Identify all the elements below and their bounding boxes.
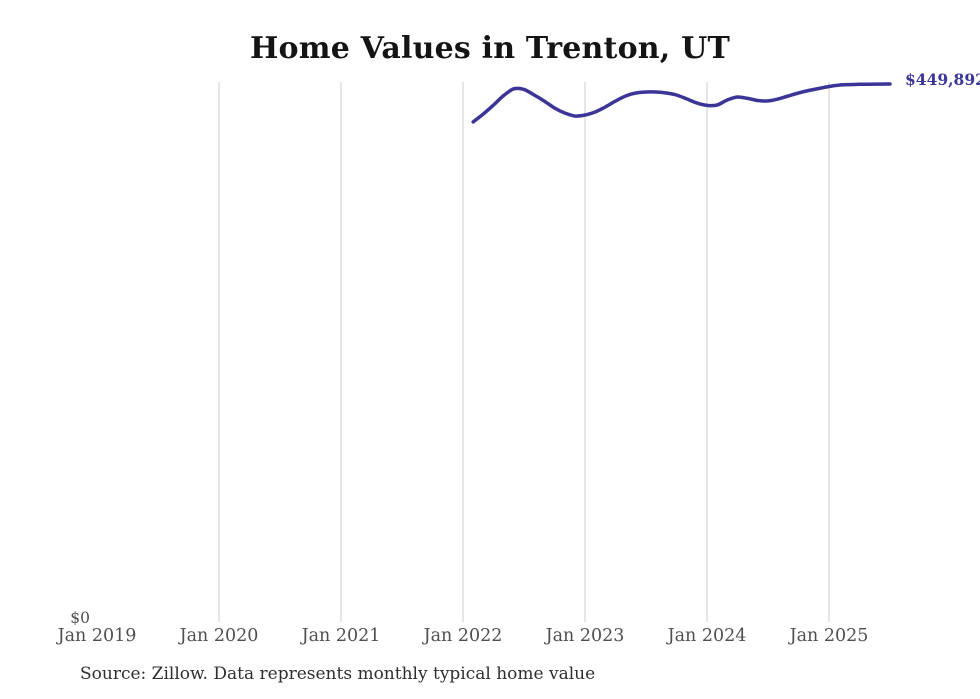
x-axis-label-2020: Jan 2020 (179, 626, 259, 646)
chart-title: Home Values in Trenton, UT (250, 31, 730, 66)
x-axis-label-2025: Jan 2025 (789, 626, 869, 646)
x-axis-label-2024: Jan 2024 (667, 626, 747, 646)
latest-value-label: $449,892 (905, 70, 980, 89)
x-axis-label-2021: Jan 2021 (301, 626, 381, 646)
y-axis-zero-label: $0 (70, 609, 90, 627)
source-note: Source: Zillow. Data represents monthly … (80, 664, 596, 684)
x-axis-label-2022: Jan 2022 (423, 626, 503, 646)
home-value-line (471, 82, 892, 124)
x-axis-label-2019: Jan 2019 (57, 626, 137, 646)
gridlines (218, 82, 830, 622)
x-axis-label-2023: Jan 2023 (545, 626, 625, 646)
